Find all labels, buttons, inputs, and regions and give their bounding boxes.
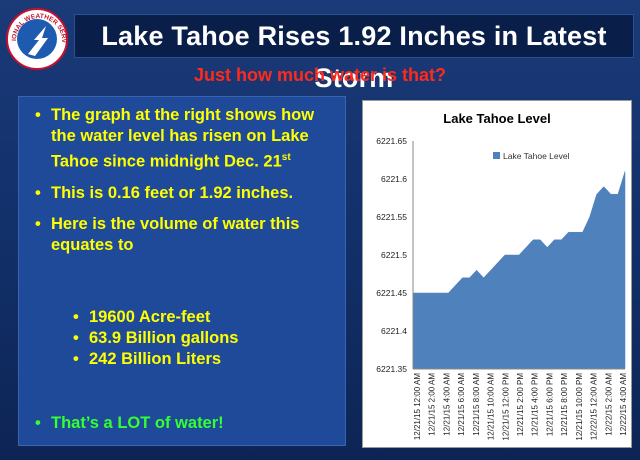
sub-bullet-text: 242 Billion Liters — [89, 350, 222, 368]
x-tick-label: 12/22/15 12:00 AM — [590, 373, 599, 441]
volume-sub-list: • 19600 Acre-feet • 63.9 Billion gallons •… — [29, 307, 339, 370]
bullet-panel: • The graph at the right shows how the w… — [18, 96, 346, 446]
bullet-superscript: st — [281, 152, 291, 163]
y-tick-label: 6221.55 — [376, 212, 407, 222]
legend-swatch — [493, 152, 500, 159]
x-tick-label: 12/22/15 4:00 AM — [619, 373, 628, 436]
bullet-text: This is 0.16 feet or 1.92 inches. — [51, 183, 294, 202]
x-tick-label: 12/21/15 2:00 AM — [428, 373, 437, 436]
sub-bullet-gallons: • 63.9 Billion gallons — [29, 328, 339, 349]
bullet-text: The graph at the right shows how the wat… — [51, 106, 315, 171]
bullet-dot: • — [35, 183, 41, 202]
page-title: Lake Tahoe Rises 1.92 Inches in Latest S… — [74, 14, 634, 93]
chart-panel: Lake Tahoe Level 6221.35 6221.4 6221.45 6221… — [362, 100, 632, 448]
y-tick-label: 6221.35 — [376, 364, 407, 374]
x-tick-label: 12/21/15 12:00 AM — [413, 373, 422, 441]
x-tick-label: 12/21/15 4:00 PM — [531, 373, 540, 436]
bullet-text: Here is the volume of water this equates… — [51, 214, 300, 254]
x-tick-label: 12/21/15 6:00 PM — [545, 373, 554, 436]
header: NATIONAL WEATHER SERVICE Lake Tahoe Rise… — [0, 8, 640, 93]
x-tick-label: 12/21/15 8:00 PM — [560, 373, 569, 436]
nws-logo-icon: NATIONAL WEATHER SERVICE — [6, 8, 68, 70]
x-tick-label: 12/21/15 4:00 AM — [442, 373, 451, 436]
x-tick-label: 12/21/15 10:00 AM — [487, 373, 496, 441]
x-tick-label: 12/22/15 2:00 AM — [604, 373, 613, 436]
chart-title: Lake Tahoe Level — [443, 111, 550, 126]
y-tick-label: 6221.6 — [381, 174, 407, 184]
bullet-conclusion-list: • That’s a LOT of water! — [29, 413, 339, 434]
y-tick-label: 6221.4 — [381, 326, 407, 336]
legend-label: Lake Tahoe Level — [503, 151, 570, 161]
lake-level-chart: Lake Tahoe Level 6221.35 6221.4 6221.45 6221… — [376, 111, 628, 441]
sub-bullet-text: 63.9 Billion gallons — [89, 329, 239, 347]
x-tick-label: 12/21/15 8:00 AM — [472, 373, 481, 436]
page-subtitle: Just how much water is that? — [193, 65, 447, 85]
x-tick-label: 12/21/15 10:00 PM — [575, 373, 584, 441]
sub-bullet-text: 19600 Acre-feet — [89, 308, 211, 326]
bullet-graph-description: • The graph at the right shows how the w… — [29, 105, 339, 173]
bullet-rise-amount: • This is 0.16 feet or 1.92 inches. — [29, 183, 339, 204]
bullet-dot: • — [35, 214, 41, 233]
x-tick-label: 12/21/15 2:00 PM — [516, 373, 525, 436]
bullet-dot: • — [35, 106, 41, 124]
sub-bullet-liters: • 242 Billion Liters — [29, 349, 339, 370]
bullet-text: That’s a LOT of water! — [51, 414, 224, 432]
x-tick-label: 12/21/15 6:00 AM — [457, 373, 466, 436]
bullet-list: • The graph at the right shows how the w… — [29, 105, 339, 266]
bullet-dot: • — [73, 329, 79, 347]
bullet-dot: • — [73, 308, 79, 326]
sub-bullet-acre-feet: • 19600 Acre-feet — [29, 307, 339, 328]
bullet-dot: • — [35, 414, 41, 432]
bullet-conclusion: • That’s a LOT of water! — [29, 413, 339, 434]
x-tick-label: 12/21/15 12:00 PM — [501, 373, 510, 441]
bullet-volume-intro: • Here is the volume of water this equat… — [29, 214, 339, 256]
bullet-dot: • — [73, 350, 79, 368]
y-tick-label: 6221.65 — [376, 136, 407, 146]
y-tick-label: 6221.5 — [381, 250, 407, 260]
y-tick-label: 6221.45 — [376, 288, 407, 298]
series-area-lake-tahoe-level — [412, 171, 626, 370]
